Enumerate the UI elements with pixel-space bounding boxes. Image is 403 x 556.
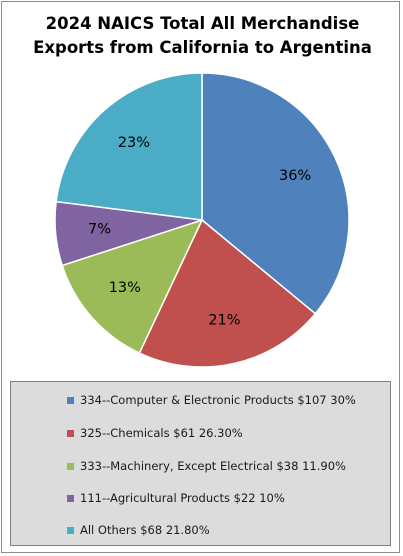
legend-swatch-chemicals — [67, 429, 74, 437]
legend-label-computer-electronic: 334--Computer & Electronic Products $107… — [80, 393, 356, 407]
legend-item-all-others: All Others $68 21.80% — [67, 522, 210, 538]
pie-chart: 36% 21% 13% 7% 23% — [54, 72, 350, 368]
legend-label-agricultural: 111--Agricultural Products $22 10% — [80, 491, 285, 505]
chart-title-line-1: 2024 NAICS Total All Merchandise — [45, 14, 360, 33]
legend-item-computer-electronic: 334--Computer & Electronic Products $107… — [67, 392, 356, 408]
legend-swatch-machinery — [67, 462, 74, 470]
data-label-chemicals: 21% — [208, 312, 240, 328]
legend-label-machinery: 333--Machinery, Except Electrical $38 11… — [80, 459, 346, 473]
legend-item-chemicals: 325--Chemicals $61 26.30% — [67, 425, 243, 441]
data-label-agricultural: 7% — [88, 222, 111, 238]
legend-label-chemicals: 325--Chemicals $61 26.30% — [80, 426, 243, 440]
legend-item-agricultural: 111--Agricultural Products $22 10% — [67, 490, 285, 506]
legend-label-all-others: All Others $68 21.80% — [80, 523, 210, 537]
legend-item-machinery: 333--Machinery, Except Electrical $38 11… — [67, 458, 346, 474]
data-label-machinery: 13% — [109, 280, 141, 296]
chart-title: 2024 NAICS Total All Merchandise Exports… — [2, 12, 403, 60]
legend-swatch-agricultural — [67, 494, 74, 502]
pie-slice-all-others — [55, 72, 203, 221]
data-label-computer-electronic: 36% — [279, 168, 311, 184]
legend-swatch-computer-electronic — [67, 396, 74, 404]
data-label-all-others: 23% — [118, 135, 150, 151]
pie-slice-chemicals — [138, 218, 317, 368]
chart-legend: 334--Computer & Electronic Products $107… — [10, 381, 391, 546]
legend-swatch-all-others — [67, 526, 74, 534]
chart-title-line-2: Exports from California to Argentina — [33, 38, 372, 57]
pie-slice-machinery — [61, 218, 204, 355]
pie-slice-computer-electronic — [201, 72, 350, 315]
